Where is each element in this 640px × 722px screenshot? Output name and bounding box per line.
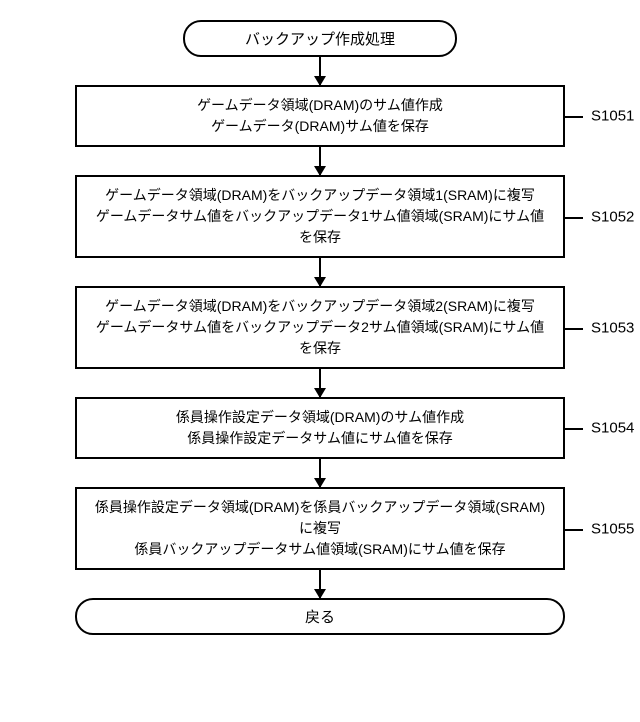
arrow [319,570,321,598]
process-step: 係員操作設定データ領域(DRAM)を係員バックアップデータ領域(SRAM)に複写… [75,487,565,570]
step-label: S1053 [591,319,634,336]
arrow [319,57,321,85]
process-box: ゲームデータ領域(DRAM)をバックアップデータ領域2(SRAM)に複写ゲームデ… [75,286,565,369]
process-line: 係員バックアップデータサム値領域(SRAM)にサム値を保存 [89,539,551,560]
label-connector [565,328,583,330]
terminal-end-text: 戻る [305,609,335,626]
process-line: ゲームデータサム値をバックアップデータ1サム値領域(SRAM)にサム値を保存 [89,206,551,248]
arrow [319,258,321,286]
process-line: ゲームデータ領域(DRAM)をバックアップデータ領域2(SRAM)に複写 [89,296,551,317]
step-label: S1055 [591,520,634,537]
arrow [319,369,321,397]
process-line: ゲームデータ(DRAM)サム値を保存 [89,116,551,137]
process-line: ゲームデータ領域(DRAM)のサム値作成 [89,95,551,116]
process-box: 係員操作設定データ領域(DRAM)を係員バックアップデータ領域(SRAM)に複写… [75,487,565,570]
process-step: ゲームデータ領域(DRAM)のサム値作成ゲームデータ(DRAM)サム値を保存S1… [75,85,565,147]
process-line: 係員操作設定データ領域(DRAM)のサム値作成 [89,407,551,428]
label-connector [565,217,583,219]
process-step: 係員操作設定データ領域(DRAM)のサム値作成係員操作設定データサム値にサム値を… [75,397,565,459]
process-step: ゲームデータ領域(DRAM)をバックアップデータ領域1(SRAM)に複写ゲームデ… [75,175,565,258]
terminal-start: バックアップ作成処理 [183,20,457,57]
step-label: S1052 [591,208,634,225]
process-line: ゲームデータ領域(DRAM)をバックアップデータ領域1(SRAM)に複写 [89,185,551,206]
process-line: 係員操作設定データ領域(DRAM)を係員バックアップデータ領域(SRAM)に複写 [89,497,551,539]
process-box: ゲームデータ領域(DRAM)のサム値作成ゲームデータ(DRAM)サム値を保存 [75,85,565,147]
process-step: ゲームデータ領域(DRAM)をバックアップデータ領域2(SRAM)に複写ゲームデ… [75,286,565,369]
label-connector [565,428,583,430]
terminal-end: 戻る [75,598,565,635]
process-line: ゲームデータサム値をバックアップデータ2サム値領域(SRAM)にサム値を保存 [89,317,551,359]
steps-mount: ゲームデータ領域(DRAM)のサム値作成ゲームデータ(DRAM)サム値を保存S1… [40,57,600,598]
arrow [319,147,321,175]
step-label: S1051 [591,108,634,125]
label-connector [565,116,583,118]
step-label: S1054 [591,420,634,437]
process-line: 係員操作設定データサム値にサム値を保存 [89,428,551,449]
process-box: ゲームデータ領域(DRAM)をバックアップデータ領域1(SRAM)に複写ゲームデ… [75,175,565,258]
process-box: 係員操作設定データ領域(DRAM)のサム値作成係員操作設定データサム値にサム値を… [75,397,565,459]
label-connector [565,529,583,531]
terminal-start-text: バックアップ作成処理 [245,31,395,48]
arrow [319,459,321,487]
flowchart-container: バックアップ作成処理 ゲームデータ領域(DRAM)のサム値作成ゲームデータ(DR… [40,20,600,635]
